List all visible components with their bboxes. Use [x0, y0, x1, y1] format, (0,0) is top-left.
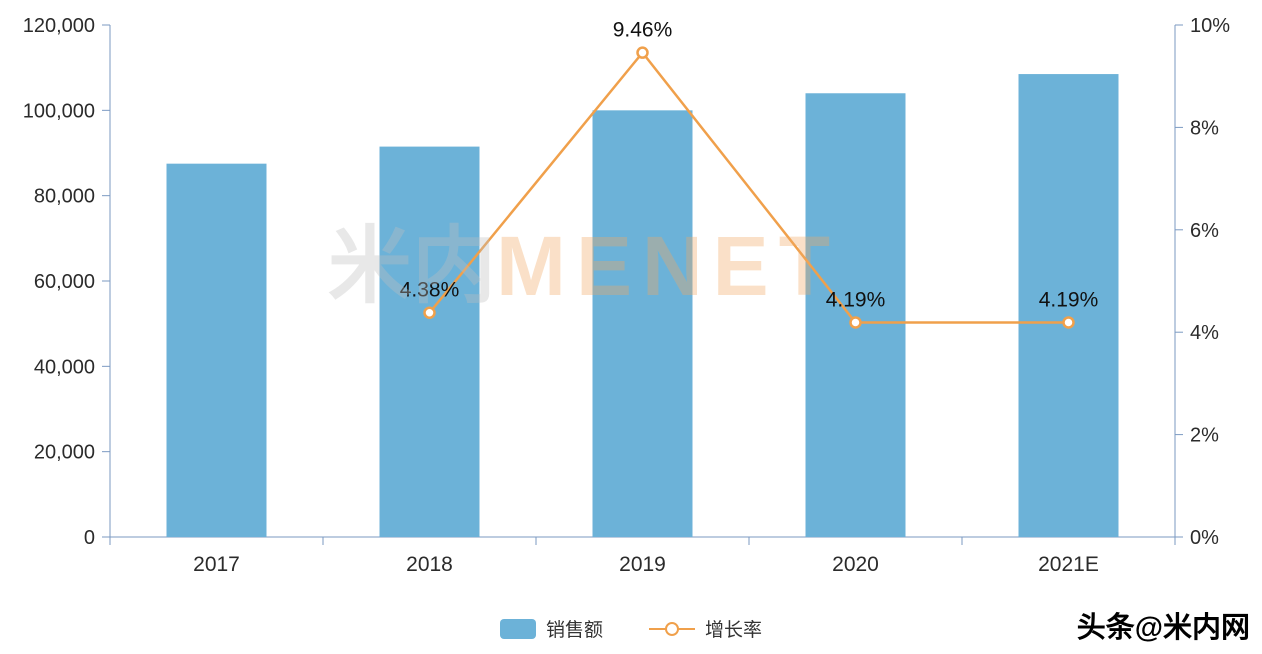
- right-axis-tick-label: 0%: [1190, 527, 1219, 549]
- sales-bar: [592, 110, 693, 537]
- left-axis-tick-label: 60,000: [34, 271, 95, 293]
- left-axis-tick-label: 40,000: [34, 356, 95, 378]
- bar-swatch-icon: [499, 618, 536, 639]
- growth-point-marker: [1062, 316, 1075, 329]
- x-axis-category-label: 2021E: [1038, 553, 1099, 576]
- growth-point-marker: [423, 306, 436, 319]
- growth-point-label: 9.46%: [613, 19, 673, 42]
- right-axis-tick-label: 8%: [1190, 117, 1219, 139]
- growth-point-label: 4.38%: [400, 279, 460, 302]
- x-axis-category-label: 2017: [193, 553, 240, 576]
- legend-item-growth[interactable]: 增长率: [649, 615, 762, 642]
- sales-bar: [379, 146, 480, 537]
- right-axis-tick-label: 2%: [1190, 425, 1219, 447]
- right-axis-tick-label: 10%: [1190, 15, 1230, 37]
- right-axis-tick-label: 4%: [1190, 322, 1219, 344]
- left-axis-tick-label: 120,000: [23, 15, 95, 37]
- legend: 销售额 增长率: [0, 615, 1262, 642]
- growth-point-marker: [636, 46, 649, 59]
- left-axis-tick-label: 0: [84, 527, 95, 549]
- left-axis-tick-label: 100,000: [23, 100, 95, 122]
- right-axis-tick-label: 6%: [1190, 220, 1219, 242]
- growth-point-label: 4.19%: [1039, 288, 1099, 311]
- legend-sales-label: 销售额: [545, 620, 603, 641]
- growth-point-marker: [849, 316, 862, 329]
- growth-line: [428, 50, 1069, 324]
- left-axis-tick-label: 80,000: [34, 186, 95, 208]
- growth-point-label: 4.19%: [826, 288, 886, 311]
- line-swatch-icon: [649, 619, 695, 639]
- x-axis-category-label: 2020: [832, 553, 879, 576]
- credit-text: 头条@米内网: [1076, 612, 1250, 644]
- legend-item-sales[interactable]: 销售额: [499, 615, 603, 642]
- sales-bar: [805, 93, 906, 538]
- x-axis-category-label: 2019: [619, 553, 666, 576]
- sales-bar: [1018, 74, 1119, 538]
- legend-growth-label: 增长率: [705, 620, 763, 641]
- left-axis-tick-label: 20,000: [34, 442, 95, 464]
- sales-bar: [166, 163, 267, 537]
- x-axis-category-label: 2018: [406, 553, 453, 576]
- line-marker-circle-icon: [665, 621, 679, 636]
